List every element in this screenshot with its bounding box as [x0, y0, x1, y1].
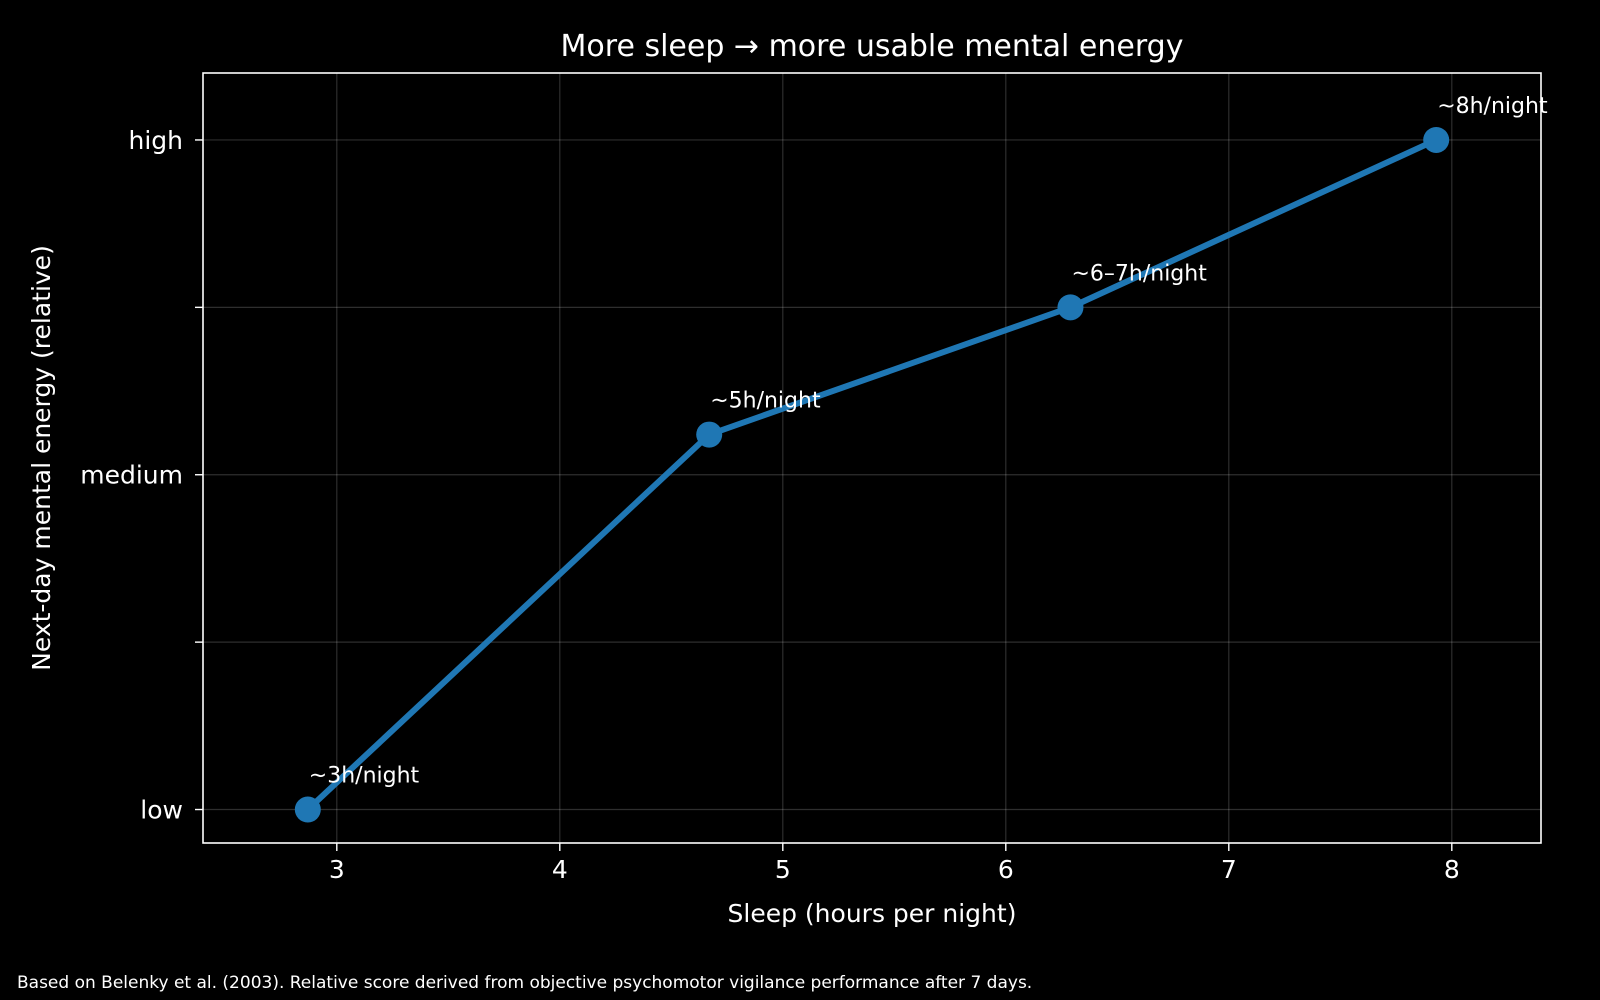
- data-label: ~5h/night: [710, 389, 821, 414]
- data-label: ~3h/night: [309, 764, 420, 789]
- axis-ticks: 3 4 5 6 7 8 low medium high: [80, 126, 1460, 884]
- series-line: [304, 136, 1440, 813]
- data-point: [1423, 126, 1450, 153]
- data-label: ~8h/night: [1437, 94, 1548, 119]
- y-tick-label: medium: [80, 461, 183, 490]
- x-tick-label: 3: [329, 855, 345, 884]
- plot-area-frame: [202, 72, 1542, 844]
- data-point: [294, 796, 321, 823]
- x-tick-label: 4: [552, 855, 568, 884]
- x-tick-label: 7: [1221, 855, 1237, 884]
- series: ~3h/night ~5h/night ~6–7h/night ~8h/night: [294, 94, 1548, 823]
- y-tick-label: low: [140, 796, 183, 825]
- footnote: Based on Belenky et al. (2003). Relative…: [17, 973, 1033, 993]
- chart-title: More sleep → more usable mental energy: [561, 29, 1184, 64]
- grid: [203, 73, 1541, 843]
- y-axis-label: Next-day mental energy (relative): [27, 245, 56, 671]
- data-point: [696, 421, 723, 448]
- data-label: ~6–7h/night: [1071, 261, 1207, 286]
- y-tick-label: high: [128, 126, 183, 155]
- x-tick-label: 6: [998, 855, 1014, 884]
- x-axis-label: Sleep (hours per night): [728, 899, 1017, 928]
- data-point: [1057, 294, 1084, 321]
- x-tick-label: 5: [775, 855, 791, 884]
- x-tick-label: 8: [1444, 855, 1460, 884]
